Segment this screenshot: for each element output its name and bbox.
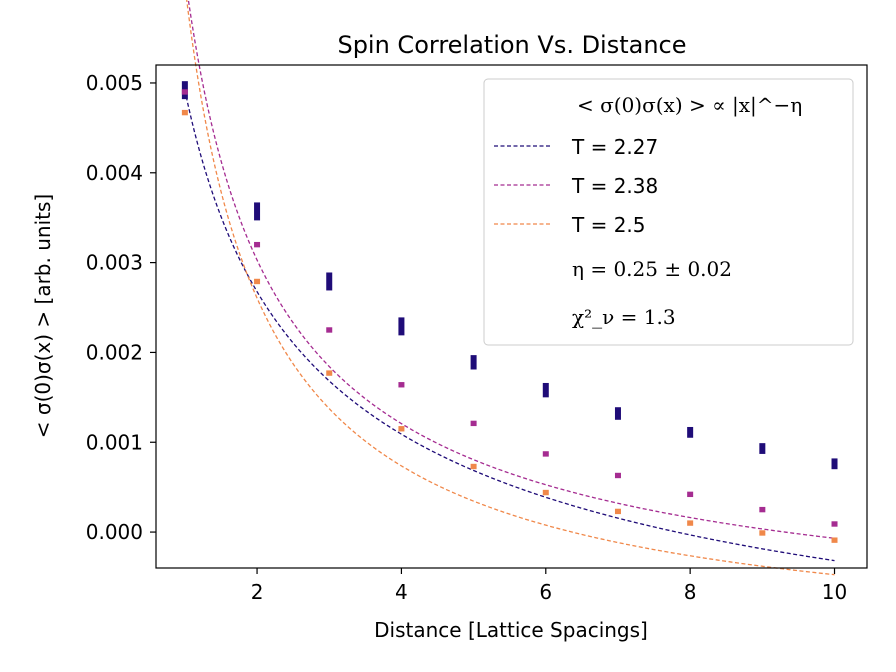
- data-point-3: [398, 426, 405, 432]
- fit-curve-1: [184, 90, 835, 562]
- data-point-3: [614, 508, 621, 515]
- data-point-2: [687, 491, 694, 498]
- plot-area: [181, 0, 838, 576]
- legend-chi: χ²_ν = 1.3: [572, 305, 676, 329]
- data-point-1: [326, 272, 333, 291]
- x-tick-label: 6: [539, 580, 552, 604]
- data-point-1: [759, 443, 766, 454]
- legend-box: [483, 78, 854, 346]
- data-point-2: [398, 382, 405, 388]
- x-axis: 2 4 6 8 10: [251, 568, 847, 604]
- data-point-3: [542, 489, 549, 496]
- legend-header: < σ(0)σ(x) > ∝ |x|^−η: [577, 93, 802, 118]
- data-point-1: [398, 317, 405, 336]
- x-tick-label: 10: [822, 580, 847, 604]
- x-tick-label: 4: [395, 580, 408, 604]
- data-point-3: [326, 370, 333, 376]
- data-point-3: [759, 530, 766, 536]
- data-point-2: [326, 327, 333, 333]
- data-point-3: [470, 463, 477, 470]
- legend-label-1: T = 2.27: [571, 135, 658, 159]
- data-point-3: [254, 278, 261, 285]
- data-point-3: [687, 520, 694, 526]
- data-point-2: [759, 506, 766, 513]
- legend-eta: η = 0.25 ± 0.02: [572, 257, 732, 281]
- y-axis-label: < σ(0)σ(x) > [arb. units]: [31, 194, 55, 438]
- y-tick-label: 0.003: [86, 251, 143, 275]
- data-point-1: [254, 202, 261, 221]
- x-axis-label: Distance [Lattice Spacings]: [374, 618, 648, 642]
- data-point-2: [542, 451, 549, 457]
- fit-curve-3: [186, 0, 835, 576]
- y-tick-label: 0.004: [86, 161, 143, 185]
- y-tick-label: 0.005: [86, 71, 143, 95]
- data-point-2: [181, 89, 188, 95]
- y-tick-label: 0.002: [86, 340, 143, 364]
- data-point-2: [614, 472, 621, 479]
- x-tick-label: 8: [684, 580, 697, 604]
- data-point-1: [831, 458, 838, 470]
- x-tick-label: 2: [251, 580, 264, 604]
- data-point-1: [687, 426, 694, 438]
- data-point-1: [542, 382, 549, 398]
- fit-curve-2: [187, 0, 835, 539]
- legend-label-2: T = 2.38: [571, 174, 658, 198]
- legend-label-3: T = 2.5: [571, 213, 646, 237]
- data-point-1: [614, 407, 621, 420]
- data-point-2: [254, 241, 261, 248]
- axes-frame: [155, 64, 868, 569]
- y-axis: 0.000 0.001 0.002 0.003 0.004 0.005: [86, 71, 156, 544]
- chart-title: Spin Correlation Vs. Distance: [337, 31, 686, 59]
- data-point-1: [470, 355, 477, 370]
- legend: < σ(0)σ(x) > ∝ |x|^−η T = 2.27 T = 2.38 T …: [483, 78, 854, 346]
- data-point-2: [831, 521, 838, 527]
- data-point-3: [181, 109, 188, 116]
- y-tick-label: 0.001: [86, 430, 143, 454]
- data-point-3: [831, 537, 838, 543]
- data-point-2: [470, 420, 477, 427]
- y-tick-label: 0.000: [86, 520, 143, 544]
